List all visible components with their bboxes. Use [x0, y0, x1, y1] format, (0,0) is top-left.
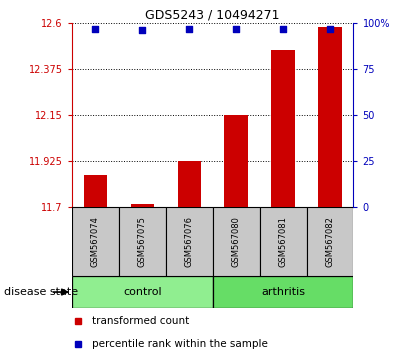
Bar — [260, 207, 307, 276]
Text: GSM567080: GSM567080 — [232, 216, 241, 267]
Point — [280, 26, 286, 32]
Bar — [84, 175, 107, 207]
Point — [186, 26, 192, 32]
Bar — [307, 207, 353, 276]
Bar — [178, 161, 201, 207]
Text: percentile rank within the sample: percentile rank within the sample — [92, 339, 268, 349]
Text: arthritis: arthritis — [261, 287, 305, 297]
Point — [92, 26, 99, 32]
Text: GSM567081: GSM567081 — [279, 216, 288, 267]
Point — [327, 26, 333, 32]
Text: GSM567075: GSM567075 — [138, 216, 147, 267]
Bar — [72, 276, 213, 308]
Bar — [166, 207, 213, 276]
Point — [233, 26, 240, 32]
Text: transformed count: transformed count — [92, 316, 189, 326]
Bar — [271, 50, 295, 207]
Text: disease state: disease state — [4, 287, 78, 297]
Text: control: control — [123, 287, 162, 297]
Bar — [224, 115, 248, 207]
Bar — [213, 207, 260, 276]
Bar — [213, 276, 353, 308]
Bar — [72, 207, 119, 276]
Bar — [131, 204, 154, 207]
Text: GSM567076: GSM567076 — [185, 216, 194, 267]
Title: GDS5243 / 10494271: GDS5243 / 10494271 — [145, 9, 280, 22]
Text: GSM567074: GSM567074 — [91, 216, 100, 267]
Point — [139, 28, 145, 33]
Text: GSM567082: GSM567082 — [326, 216, 335, 267]
Bar — [119, 207, 166, 276]
Bar — [318, 27, 342, 207]
